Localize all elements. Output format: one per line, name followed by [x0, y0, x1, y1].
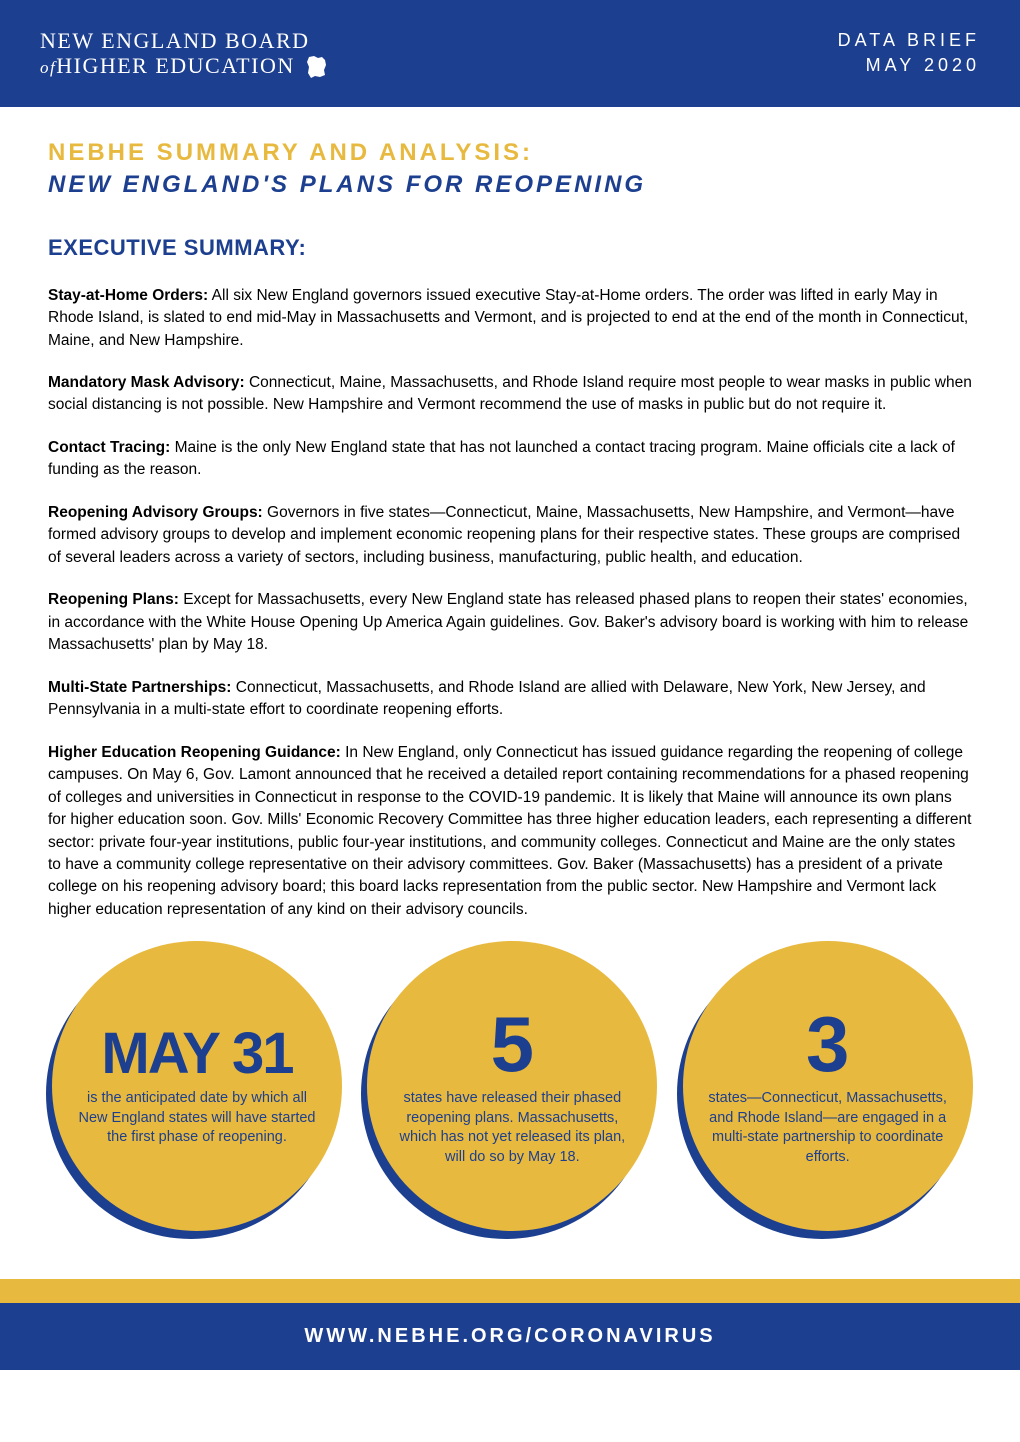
- footer-gold-bar: [0, 1279, 1020, 1303]
- doc-type: DATA BRIEF: [838, 28, 980, 53]
- summary-paragraph: Contact Tracing: Maine is the only New E…: [48, 437, 972, 482]
- circle-face: 5states have released their phased reope…: [367, 941, 657, 1231]
- footer-url: WWW.NEBHE.ORG/CORONAVIRUS: [22, 1325, 998, 1348]
- paragraph-label: Mandatory Mask Advisory:: [48, 374, 245, 391]
- main-content: NEBHE SUMMARY AND ANALYSIS: NEW ENGLAND'…: [0, 107, 1020, 1252]
- state-icon: [306, 55, 328, 79]
- circle-face: 3states—Connecticut, Massachusetts, and …: [683, 941, 973, 1231]
- stat-description: is the anticipated date by which all New…: [76, 1089, 318, 1148]
- stat-headline: 5: [491, 1005, 534, 1083]
- exec-summary-heading: EXECUTIVE SUMMARY:: [48, 235, 972, 261]
- stat-circle: 5states have released their phased reope…: [367, 941, 652, 1231]
- doc-meta: DATA BRIEF MAY 2020: [838, 28, 980, 78]
- paragraph-label: Reopening Advisory Groups:: [48, 504, 263, 521]
- stat-description: states have released their phased reopen…: [391, 1089, 633, 1167]
- paragraph-container: Stay-at-Home Orders: All six New England…: [48, 285, 972, 922]
- stat-headline: MAY 31: [101, 1025, 292, 1083]
- paragraph-body: In New England, only Connecticut has iss…: [48, 744, 971, 918]
- summary-paragraph: Mandatory Mask Advisory: Connecticut, Ma…: [48, 372, 972, 417]
- summary-paragraph: Reopening Plans: Except for Massachusett…: [48, 589, 972, 656]
- paragraph-label: Multi-State Partnerships:: [48, 679, 231, 696]
- footer: WWW.NEBHE.ORG/CORONAVIRUS: [0, 1303, 1020, 1370]
- doc-date: MAY 2020: [838, 53, 980, 78]
- org-logo-text: NEW ENGLAND BOARD ofHIGHER EDUCATION: [40, 28, 328, 79]
- paragraph-label: Contact Tracing:: [48, 439, 170, 456]
- summary-paragraph: Reopening Advisory Groups: Governors in …: [48, 502, 972, 569]
- org-name-line2: ofHIGHER EDUCATION: [40, 53, 328, 78]
- circle-face: MAY 31 is the anticipated date by which a…: [52, 941, 342, 1231]
- org-name-line1: NEW ENGLAND BOARD: [40, 28, 328, 53]
- stat-description: states—Connecticut, Massachusetts, and R…: [707, 1089, 949, 1167]
- stat-headline: 3: [806, 1005, 849, 1083]
- stat-circle: MAY 31 is the anticipated date by which a…: [52, 941, 337, 1231]
- title-line2: NEW ENGLAND'S PLANS FOR REOPENING: [48, 171, 972, 199]
- paragraph-body: Maine is the only New England state that…: [48, 439, 955, 478]
- stat-circles: MAY 31 is the anticipated date by which a…: [48, 941, 972, 1231]
- title-line1: NEBHE SUMMARY AND ANALYSIS:: [48, 139, 972, 167]
- summary-paragraph: Multi-State Partnerships: Connecticut, M…: [48, 677, 972, 722]
- summary-paragraph: Higher Education Reopening Guidance: In …: [48, 742, 972, 922]
- header-bar: NEW ENGLAND BOARD ofHIGHER EDUCATION DAT…: [0, 0, 1020, 107]
- paragraph-label: Higher Education Reopening Guidance:: [48, 744, 341, 761]
- paragraph-label: Stay-at-Home Orders:: [48, 287, 208, 304]
- paragraph-label: Reopening Plans:: [48, 591, 179, 608]
- stat-circle: 3states—Connecticut, Massachusetts, and …: [683, 941, 968, 1231]
- paragraph-body: Except for Massachusetts, every New Engl…: [48, 591, 968, 653]
- summary-paragraph: Stay-at-Home Orders: All six New England…: [48, 285, 972, 352]
